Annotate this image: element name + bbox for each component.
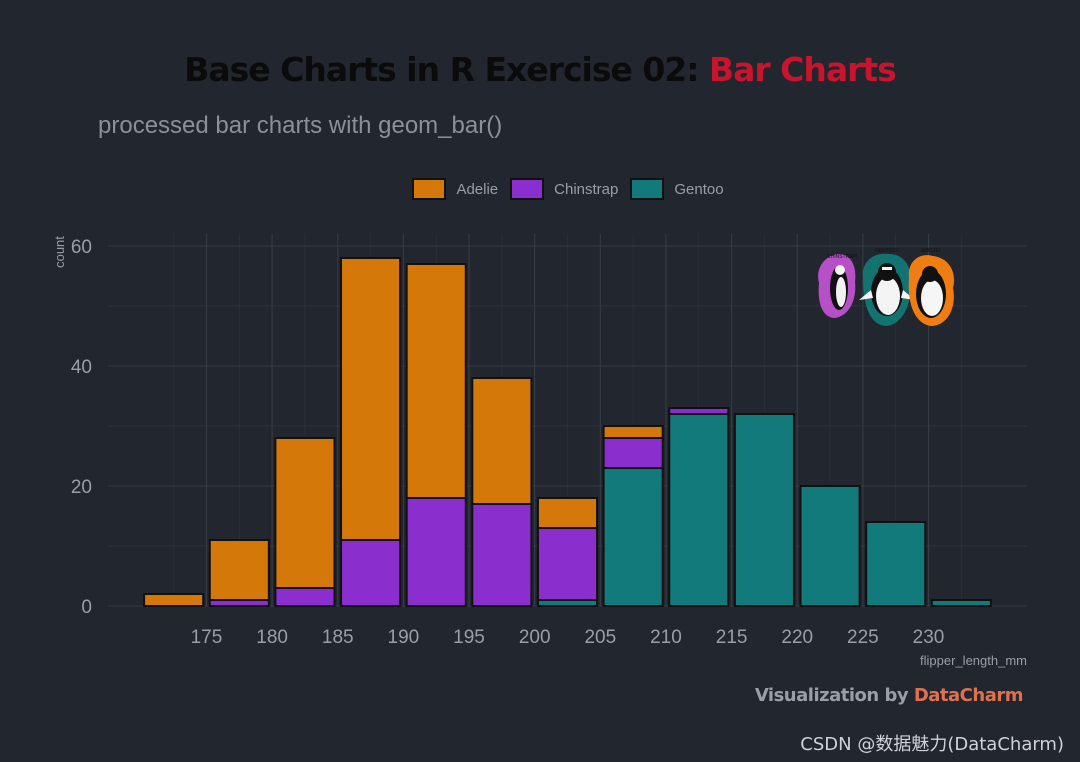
watermark: CSDN @数据魅力(DataCharm) xyxy=(800,734,1064,755)
logo-label-gentoo: GENTOO! xyxy=(875,248,898,254)
penguins-illustration-icon: CHINSTRAP! GENTOO! ADÉLIE! xyxy=(818,247,955,326)
y-axis-label: count xyxy=(52,236,67,268)
legend-label-gentoo: Gentoo xyxy=(674,180,724,198)
legend-label-chinstrap: Chinstrap xyxy=(554,180,619,198)
bar-adelie xyxy=(471,377,533,505)
bar-gentoo xyxy=(668,413,730,607)
caption-prefix: Visualization by xyxy=(754,685,914,706)
legend-swatch-gentoo xyxy=(630,178,665,200)
chart-title: Base Charts in R Exercise 02: Bar Charts xyxy=(0,50,1080,89)
x-tick-label: 200 xyxy=(519,627,551,648)
bar-adelie xyxy=(274,437,336,589)
x-tick-label: 190 xyxy=(388,627,420,648)
bar-chinstrap xyxy=(668,407,730,415)
y-tick-label: 0 xyxy=(81,597,92,618)
x-tick-label: 215 xyxy=(716,627,748,648)
x-axis-label: flipper_length_mm xyxy=(920,653,1027,668)
caption: Visualization by DataCharm xyxy=(754,685,1024,706)
bar-gentoo xyxy=(733,413,795,607)
plot-area: 0 20 40 60 175 180 185 190 195 200 205 210 215 220 225… xyxy=(52,234,1027,668)
bar-chinstrap xyxy=(471,503,533,607)
bar-gentoo xyxy=(799,485,861,607)
bar-adelie xyxy=(208,539,270,601)
bar-adelie xyxy=(340,257,402,541)
x-tick-label: 180 xyxy=(256,627,288,648)
legend-swatch-chinstrap xyxy=(510,178,545,200)
chart-title-accent: Bar Charts xyxy=(708,50,897,89)
bar-gentoo xyxy=(930,599,992,607)
legend-label-adelie: Adelie xyxy=(456,180,499,198)
bar-adelie xyxy=(405,263,467,499)
x-tick-label: 205 xyxy=(584,627,616,648)
bar-chinstrap xyxy=(274,587,336,607)
legend-item-adelie: Adelie xyxy=(412,178,498,200)
legend: Adelie Chinstrap Gentoo xyxy=(28,178,1080,200)
caption-brand: DataCharm xyxy=(913,685,1024,706)
bar-adelie xyxy=(602,425,664,439)
x-tick-label: 225 xyxy=(847,627,879,648)
bar-gentoo xyxy=(865,521,927,607)
y-tick-label: 60 xyxy=(71,237,92,258)
y-tick-label: 40 xyxy=(71,357,92,378)
bar-chinstrap xyxy=(340,539,402,607)
x-tick-label: 175 xyxy=(191,627,223,648)
legend-item-chinstrap: Chinstrap xyxy=(510,178,618,200)
x-tick-label: 220 xyxy=(781,627,813,648)
chart-subtitle: processed bar charts with geom_bar() xyxy=(98,112,503,139)
bar-adelie xyxy=(143,593,205,607)
y-tick-label: 20 xyxy=(71,477,92,498)
logo-label-chinstrap: CHINSTRAP! xyxy=(827,254,857,260)
bar-chinstrap xyxy=(602,437,664,469)
legend-swatch-adelie xyxy=(412,178,447,200)
x-tick-label: 195 xyxy=(453,627,485,648)
logo-label-adelie: ADÉLIE! xyxy=(921,247,940,254)
legend-item-gentoo: Gentoo xyxy=(630,178,724,200)
bar-chinstrap xyxy=(405,497,467,607)
axes: 0 20 40 60 175 180 185 190 195 200 205 210 215 220 225… xyxy=(52,236,1027,668)
bar-gentoo xyxy=(602,467,664,607)
x-tick-label: 230 xyxy=(913,627,945,648)
x-tick-label: 185 xyxy=(322,627,354,648)
bar-adelie xyxy=(536,497,599,529)
chart-title-main: Base Charts in R Exercise 02: xyxy=(184,50,709,89)
x-tick-label: 210 xyxy=(650,627,682,648)
bar-chinstrap xyxy=(536,527,599,601)
bars xyxy=(143,257,992,607)
